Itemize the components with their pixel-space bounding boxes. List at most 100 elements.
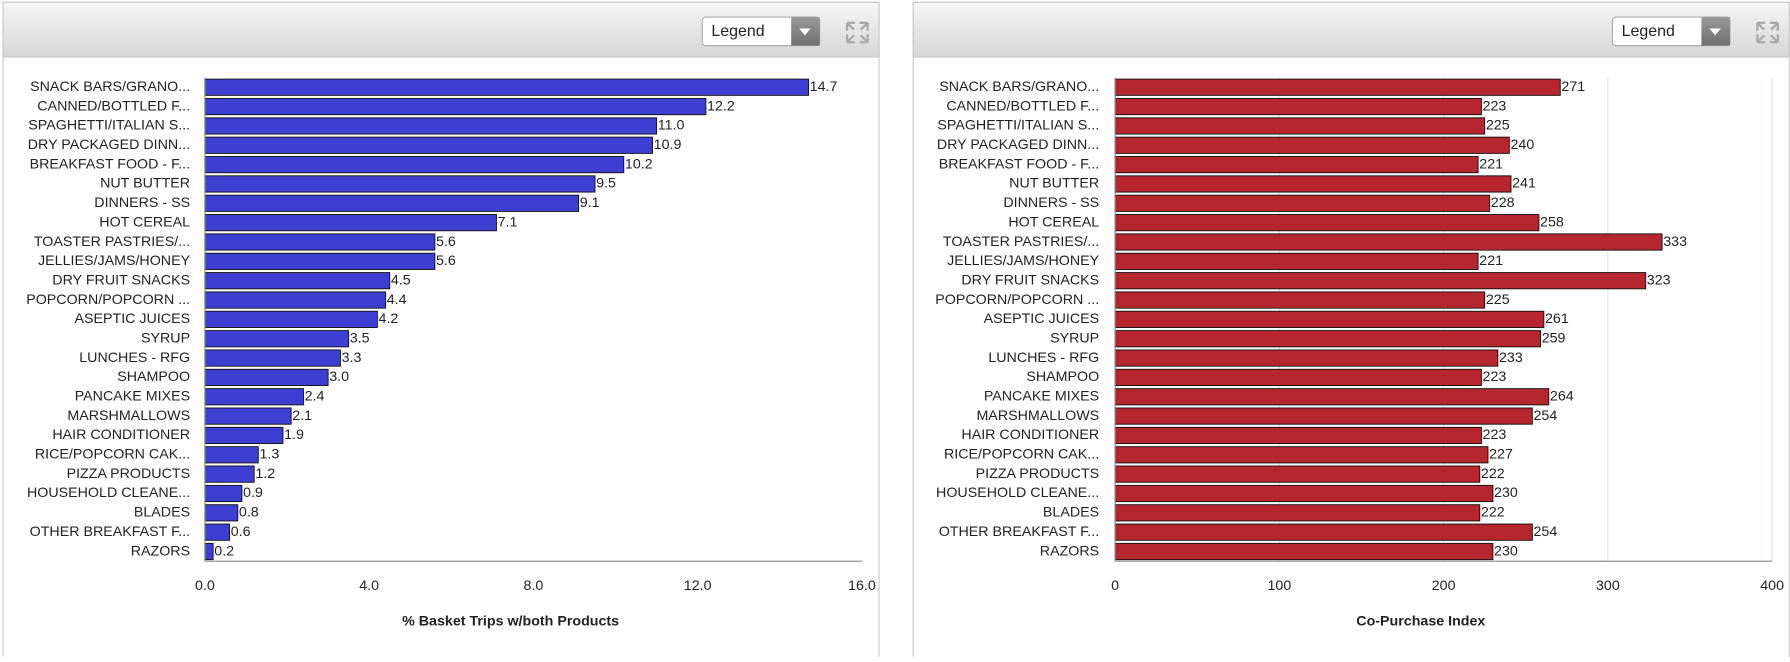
value-label: 2.4 — [305, 389, 325, 405]
bar — [204, 272, 391, 290]
bar — [1114, 330, 1542, 348]
category-label: HOUSEHOLD CLEANE... — [27, 485, 190, 501]
dropdown-text[interactable]: Legend — [1622, 23, 1675, 40]
category-label: JELLIES/JAMS/HONEY — [947, 253, 1100, 269]
bar — [1114, 78, 1561, 96]
bar — [1114, 156, 1479, 174]
bar — [1114, 465, 1481, 483]
category-label: DRY FRUIT SNACKS — [52, 272, 190, 288]
bar — [1114, 523, 1533, 541]
value-label: 0.6 — [231, 524, 251, 540]
bar — [1114, 368, 1482, 386]
category-label: RAZORS — [1040, 543, 1099, 559]
x-tick-label: 8.0 — [524, 578, 544, 594]
category-label: ASEPTIC JUICES — [74, 311, 190, 327]
value-label: 222 — [1481, 505, 1505, 521]
x-tick-label: 400 — [1760, 578, 1784, 594]
category-label: MARSHMALLOWS — [67, 408, 190, 424]
bar — [1114, 310, 1545, 328]
bar — [1114, 97, 1482, 116]
bar — [1114, 407, 1533, 425]
bar — [204, 368, 329, 386]
value-label: 230 — [1494, 543, 1518, 559]
x-axis-label: % Basket Trips w/both Products — [402, 613, 619, 629]
bar — [204, 78, 809, 96]
value-label: 12.2 — [707, 98, 735, 114]
category-label: HAIR CONDITIONER — [52, 427, 190, 443]
value-label: 4.5 — [391, 272, 411, 288]
dropdown-text[interactable]: Legend — [711, 23, 764, 40]
category-label: TOASTER PASTRIES/... — [34, 234, 190, 250]
bar — [204, 310, 378, 328]
category-label: HAIR CONDITIONER — [961, 427, 1099, 443]
value-label: 0.2 — [214, 543, 234, 559]
bar — [204, 542, 214, 561]
category-label: HOUSEHOLD CLEANE... — [936, 485, 1099, 501]
value-label: 9.1 — [580, 195, 600, 211]
category-label: OTHER BREAKFAST F... — [939, 524, 1099, 540]
value-label: 0.9 — [243, 485, 263, 501]
value-label: 230 — [1494, 485, 1518, 501]
value-label: 323 — [1647, 272, 1671, 288]
category-label: HOT CEREAL — [1008, 214, 1099, 230]
bar — [204, 252, 436, 270]
value-label: 233 — [1499, 350, 1523, 366]
value-label: 5.6 — [436, 253, 456, 269]
category-label: DRY FRUIT SNACKS — [961, 272, 1099, 288]
category-label: DRY PACKAGED DINN... — [28, 137, 190, 153]
value-label: 225 — [1486, 118, 1510, 134]
dropdown-arrow — [1709, 28, 1721, 36]
value-label: 3.3 — [342, 350, 362, 366]
value-label: 227 — [1489, 447, 1513, 463]
category-label: JELLIES/JAMS/HONEY — [38, 253, 191, 269]
value-label: 4.2 — [379, 311, 399, 327]
bar — [1114, 252, 1479, 270]
bar — [1114, 136, 1510, 154]
bar — [204, 194, 580, 212]
category-label: NUT BUTTER — [1009, 176, 1099, 192]
category-label: RICE/POPCORN CAK... — [944, 447, 1099, 463]
bar — [204, 175, 596, 193]
bar — [1114, 426, 1482, 445]
value-label: 333 — [1663, 234, 1687, 250]
value-label: 10.2 — [625, 156, 653, 172]
category-label: SYRUP — [141, 330, 190, 346]
x-tick-label: 0 — [1111, 578, 1119, 594]
value-label: 9.5 — [596, 176, 616, 192]
bar — [204, 523, 231, 541]
category-label: RICE/POPCORN CAK... — [35, 447, 190, 463]
value-label: 258 — [1540, 214, 1564, 230]
category-label: SHAMPOO — [1026, 369, 1099, 385]
category-label: SPAGHETTI/ITALIAN S... — [937, 118, 1099, 134]
category-label: SPAGHETTI/ITALIAN S... — [28, 118, 190, 134]
category-label: CANNED/BOTTLED F... — [37, 98, 190, 114]
category-label: POPCORN/POPCORN ... — [935, 292, 1099, 308]
category-label: PIZZA PRODUCTS — [67, 466, 191, 482]
bar — [204, 291, 387, 309]
expand-icon[interactable] — [1756, 21, 1779, 44]
category-label: BLADES — [134, 505, 190, 521]
value-label: 261 — [1545, 311, 1569, 327]
x-tick-label: 200 — [1432, 578, 1456, 594]
bar — [1114, 542, 1494, 561]
bar — [1114, 214, 1540, 232]
expand-icon[interactable] — [845, 21, 869, 44]
value-label: 3.5 — [350, 330, 370, 346]
bar — [1114, 484, 1494, 503]
bar — [204, 330, 350, 348]
x-tick-label: 300 — [1596, 578, 1620, 594]
bar — [1114, 446, 1489, 464]
value-label: 3.0 — [329, 369, 349, 385]
bar — [204, 156, 625, 174]
category-label: BREAKFAST FOOD - F... — [30, 156, 190, 172]
x-tick-label: 12.0 — [684, 578, 712, 594]
bar — [1114, 194, 1491, 212]
category-label: DINNERS - SS — [1003, 195, 1099, 211]
bar — [1114, 291, 1486, 309]
value-label: 223 — [1483, 427, 1507, 443]
category-label: PIZZA PRODUCTS — [976, 466, 1100, 482]
category-label: LUNCHES - RFG — [988, 350, 1099, 366]
category-label: PANCAKE MIXES — [75, 389, 190, 405]
value-label: 225 — [1486, 292, 1510, 308]
